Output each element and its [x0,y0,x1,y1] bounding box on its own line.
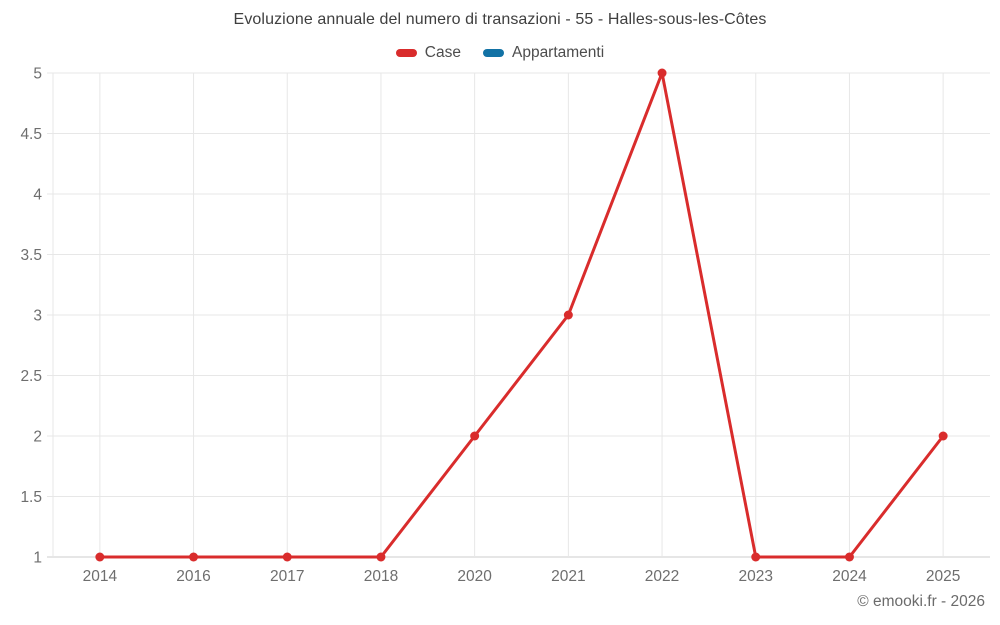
case-line [98,71,945,559]
case-point [657,68,667,78]
chart-legend: Case Appartamenti [0,44,1000,62]
legend-label-appartamenti: Appartamenti [511,44,605,61]
x-tick-label: 2017 [270,568,304,585]
legend-item-case[interactable]: Case [395,44,461,62]
case-point [751,552,761,562]
y-tick-label: 3 [33,308,42,325]
x-tick-label: 2024 [832,568,867,585]
case-point [282,552,292,562]
case-point [844,552,854,562]
copyright-text: © emooki.fr - 2026 [857,593,985,610]
x-tick-label: 2023 [739,568,773,585]
x-tick-label: 2018 [364,568,398,585]
case-point [938,431,948,441]
y-tick-label: 1.5 [20,489,42,506]
case-point [563,310,573,320]
legend-label-case: Case [424,44,461,61]
case-point [95,552,105,562]
case-point [470,431,480,441]
y-tick-label: 1 [33,550,42,567]
y-tick-label: 2 [33,429,42,446]
x-tick-label: 2021 [551,568,585,585]
x-tick-label: 2020 [457,568,492,585]
case-series-swatch-icon [395,49,417,57]
chart-title: Evoluzione annuale del numero di transaz… [233,11,767,28]
case-point [189,552,199,562]
y-tick-label: 5 [33,66,42,83]
y-tick-label: 4.5 [20,126,42,143]
case-point [376,552,386,562]
y-tick-label: 4 [33,187,42,204]
x-tick-label: 2022 [645,568,679,585]
x-tick-label: 2025 [926,568,960,585]
y-tick-label: 3.5 [20,247,42,264]
legend-item-appartamenti[interactable]: Appartamenti [482,44,605,62]
x-tick-label: 2014 [83,568,118,585]
y-tick-label: 2.5 [20,368,42,385]
appartamenti-series-swatch-icon [482,49,504,57]
x-tick-label: 2016 [176,568,210,585]
